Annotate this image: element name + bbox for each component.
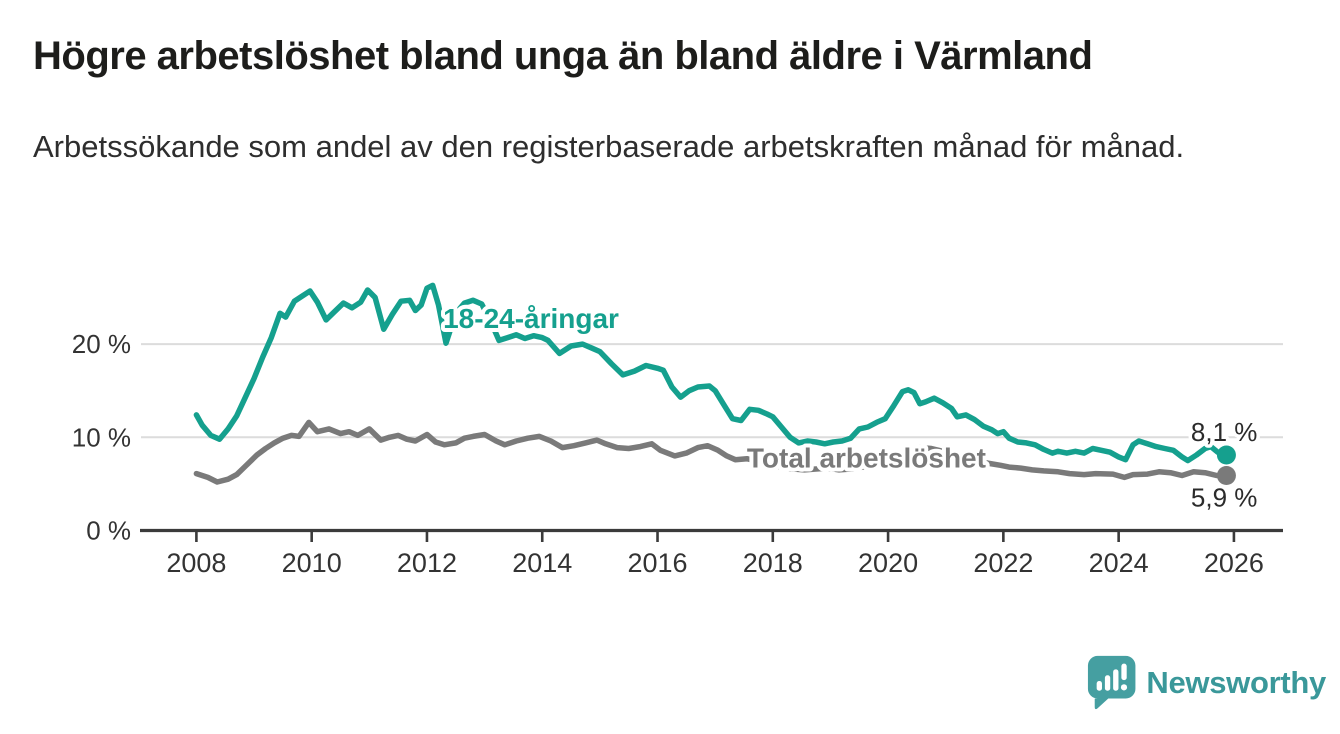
x-axis-label: 2022 — [973, 548, 1033, 578]
x-axis-label: 2020 — [858, 548, 918, 578]
x-axis-label: 2016 — [627, 548, 687, 578]
logo-bar-3 — [1113, 669, 1119, 691]
y-axis-label: 20 % — [72, 329, 131, 359]
series-label-total: Total arbetslöshet — [747, 442, 986, 473]
series-line-youth — [193, 282, 1230, 464]
end-value-label-total: 5,9 % — [1191, 483, 1258, 513]
logo-exclamation-stem — [1121, 663, 1127, 681]
chart-title: Högre arbetslöshet bland unga än bland ä… — [33, 34, 1093, 78]
x-axis-label: 2026 — [1204, 548, 1264, 578]
end-dot-youth — [1216, 445, 1236, 465]
y-axis-label: 0 % — [86, 516, 131, 546]
x-axis-label: 2014 — [512, 548, 572, 578]
series-line-total — [193, 419, 1230, 485]
brand-name: Newsworthy — [1146, 665, 1326, 700]
series-label-youth: 18-24-åringar — [443, 303, 619, 334]
x-axis-label: 2010 — [282, 548, 342, 578]
logo-bar-1 — [1096, 681, 1102, 691]
logo-bar-2 — [1104, 675, 1111, 691]
y-axis-label: 10 % — [72, 422, 131, 452]
newsworthy-speech-bubble-bar-chart-icon — [1087, 655, 1136, 710]
x-axis-label: 2018 — [743, 548, 803, 578]
x-axis-label: 2024 — [1089, 548, 1149, 578]
end-value-label-youth: 8,1 % — [1191, 417, 1258, 447]
logo-exclamation-dot — [1120, 684, 1128, 691]
x-axis-label: 2012 — [397, 548, 457, 578]
x-axis-label: 2008 — [166, 548, 226, 578]
newsworthy-brand: Newsworthy — [1086, 652, 1326, 714]
end-dot-total — [1216, 466, 1236, 486]
chart-subtitle: Arbetssökande som andel av den registerb… — [33, 129, 1185, 164]
logo-bubble-shape — [1087, 655, 1136, 710]
